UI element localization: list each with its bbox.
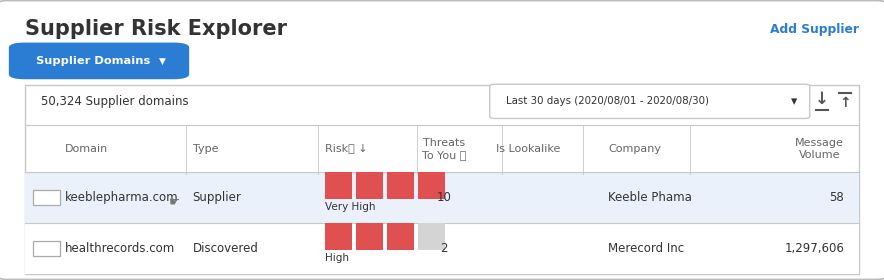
FancyBboxPatch shape: [33, 190, 60, 205]
Text: Merecord Inc: Merecord Inc: [608, 242, 684, 255]
Bar: [418, 172, 445, 199]
Bar: [418, 223, 445, 250]
Text: Domain: Domain: [65, 144, 108, 154]
Text: Last 30 days (2020/08/01 - 2020/08/30): Last 30 days (2020/08/01 - 2020/08/30): [506, 96, 709, 106]
Bar: [325, 172, 352, 199]
Text: ▼: ▼: [159, 56, 166, 66]
Text: High: High: [325, 253, 349, 263]
Text: 2: 2: [440, 242, 447, 255]
Bar: [356, 172, 383, 199]
Text: Threats
To You ⓘ: Threats To You ⓘ: [422, 138, 466, 160]
Bar: [356, 223, 383, 250]
FancyBboxPatch shape: [490, 84, 810, 118]
Text: 50,324 Supplier domains: 50,324 Supplier domains: [41, 95, 188, 108]
Text: Company: Company: [608, 144, 661, 154]
Text: Type: Type: [193, 144, 218, 154]
Bar: [387, 172, 414, 199]
Text: ▾: ▾: [791, 95, 797, 108]
Text: Very High: Very High: [325, 202, 376, 212]
Text: Supplier: Supplier: [193, 191, 241, 204]
Text: ↓: ↓: [815, 90, 829, 108]
Bar: [25, 223, 859, 274]
Text: Discovered: Discovered: [193, 242, 259, 255]
FancyBboxPatch shape: [9, 43, 189, 79]
Text: 58: 58: [829, 191, 844, 204]
Text: healthrecords.com: healthrecords.com: [65, 242, 175, 255]
Text: ☛: ☛: [169, 195, 180, 208]
FancyBboxPatch shape: [25, 85, 859, 274]
Text: Keeble Phama: Keeble Phama: [608, 191, 692, 204]
Bar: [25, 172, 859, 223]
Text: Supplier Risk Explorer: Supplier Risk Explorer: [25, 19, 286, 39]
Text: ↑: ↑: [839, 96, 851, 110]
Text: Supplier Domains: Supplier Domains: [36, 56, 150, 66]
Text: Message
Volume: Message Volume: [796, 138, 844, 160]
Text: keeblepharma.com: keeblepharma.com: [65, 191, 179, 204]
Text: 1,297,606: 1,297,606: [784, 242, 844, 255]
Text: 10: 10: [437, 191, 451, 204]
Text: Riskⓘ ↓: Riskⓘ ↓: [325, 144, 368, 154]
Text: Is Lookalike: Is Lookalike: [496, 144, 560, 154]
FancyBboxPatch shape: [33, 241, 60, 256]
Bar: [325, 223, 352, 250]
Text: Add Supplier: Add Supplier: [770, 23, 859, 36]
Bar: [387, 223, 414, 250]
